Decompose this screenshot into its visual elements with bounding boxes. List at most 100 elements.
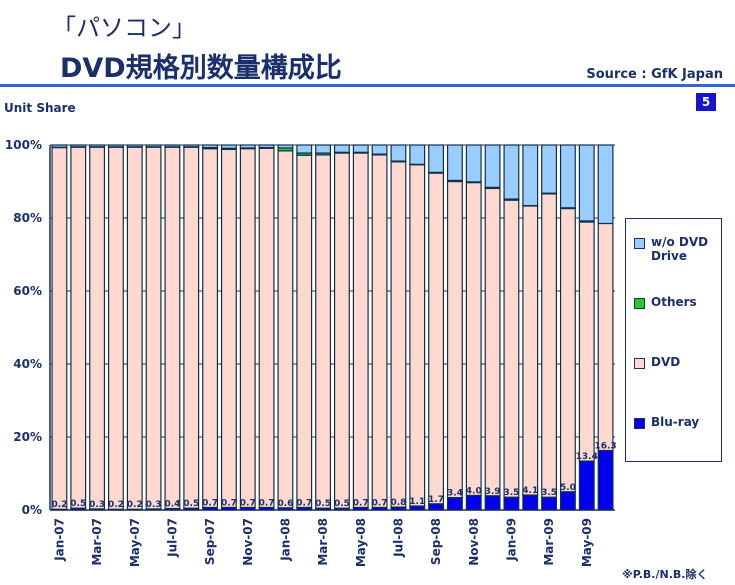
legend-label: Blu-ray — [651, 415, 700, 429]
data-label: 5.0 — [560, 483, 576, 493]
footnote: ※P.B./N.B.除く — [622, 568, 708, 581]
bar-w-o-dvd-drive — [446, 144, 463, 182]
bar-blu-ray — [503, 496, 520, 511]
data-label: 3.9 — [485, 487, 501, 497]
y-tick-label: 40% — [13, 357, 42, 371]
x-tick-label: Mar-09 — [542, 518, 556, 566]
legend-swatch — [634, 298, 645, 309]
bar-dvd — [559, 207, 576, 493]
y-tick-label: 20% — [13, 430, 42, 444]
data-label: 3.5 — [503, 488, 519, 498]
data-label: 0.6 — [277, 499, 293, 509]
data-label: 0.2 — [127, 500, 143, 510]
bar-dvd — [164, 146, 181, 510]
data-label: 0.7 — [221, 498, 237, 508]
title-divider — [0, 84, 735, 87]
bar-w-o-dvd-drive — [164, 144, 181, 148]
y-tick-label: 60% — [13, 284, 42, 298]
bar-w-o-dvd-drive — [578, 144, 595, 222]
bar-w-o-dvd-drive — [107, 144, 124, 148]
bar-blu-ray — [522, 494, 539, 511]
bar-dvd — [409, 164, 426, 507]
bar-dvd — [541, 193, 558, 498]
data-label: 1.1 — [409, 497, 425, 507]
bar-w-o-dvd-drive — [51, 144, 68, 148]
bar-w-o-dvd-drive — [202, 144, 219, 149]
bar-w-o-dvd-drive — [126, 144, 143, 148]
legend-label: w/o DVD Drive — [651, 235, 709, 263]
x-tick-label: Nov-07 — [241, 518, 255, 566]
bar-blu-ray — [559, 491, 576, 511]
data-label: 0.3 — [146, 500, 162, 510]
bar-dvd — [145, 146, 162, 510]
data-label: 0.4 — [164, 500, 180, 510]
y-tick-label: 80% — [13, 211, 42, 225]
data-label: 4.0 — [466, 486, 482, 496]
bar-blu-ray — [446, 496, 463, 511]
bar-dvd — [315, 154, 332, 509]
data-label: 0.5 — [70, 499, 86, 509]
legend-item-dvd: DVD — [634, 355, 680, 369]
bar-w-o-dvd-drive — [390, 144, 407, 162]
data-label: 16.3 — [594, 442, 616, 452]
x-tick-label: Nov-08 — [467, 518, 481, 566]
data-label: 3.5 — [541, 488, 557, 498]
data-label: 0.2 — [51, 500, 67, 510]
bar-w-o-dvd-drive — [70, 144, 87, 148]
data-label: 0.3 — [89, 500, 105, 510]
bar-blu-ray — [541, 496, 558, 511]
page-title: DVD規格別数量構成比 — [60, 53, 342, 84]
bar-dvd — [51, 146, 68, 510]
bar-dvd — [126, 146, 143, 510]
x-tick-label: May-07 — [128, 518, 142, 567]
legend-label: Others — [651, 295, 697, 309]
data-label: 0.7 — [353, 498, 369, 508]
bar-w-o-dvd-drive — [559, 144, 576, 209]
x-tick-label: Sep-08 — [429, 518, 443, 565]
unit-label: Unit Share — [4, 101, 76, 115]
title-line1: 「パソコン」 — [52, 14, 196, 42]
x-tick-label: Mar-08 — [316, 518, 330, 566]
data-label: 0.7 — [259, 498, 275, 508]
data-label: 0.5 — [315, 499, 331, 509]
data-label: 0.8 — [390, 498, 406, 508]
bar-w-o-dvd-drive — [352, 144, 369, 153]
bar-w-o-dvd-drive — [465, 144, 482, 183]
bar-dvd — [578, 221, 595, 462]
bar-w-o-dvd-drive — [522, 144, 539, 207]
legend-item-others: Others — [634, 295, 697, 309]
x-tick-label: May-08 — [354, 518, 368, 567]
data-label: 3.4 — [447, 489, 463, 499]
bar-blu-ray — [578, 460, 595, 511]
x-tick-label: Sep-07 — [203, 518, 217, 565]
bar-dvd — [296, 154, 313, 509]
bar-dvd — [220, 148, 237, 509]
bar-w-o-dvd-drive — [89, 144, 106, 148]
bar-dvd — [503, 199, 520, 498]
bar-w-o-dvd-drive — [503, 144, 520, 200]
x-tick-label: Jan-07 — [52, 518, 66, 562]
bar-w-o-dvd-drive — [371, 144, 388, 155]
x-tick-label: May-09 — [580, 518, 594, 567]
legend-item-wo-dvd: w/o DVD Drive — [634, 235, 721, 263]
bar-dvd — [446, 180, 463, 499]
bar-dvd — [352, 152, 369, 509]
bar-dvd — [107, 146, 124, 510]
x-tick-label: Jan-08 — [278, 518, 292, 562]
bar-blu-ray — [484, 495, 501, 511]
legend-label: DVD — [651, 355, 681, 369]
bar-dvd — [465, 181, 482, 496]
bar-dvd — [277, 150, 294, 509]
data-label: 0.7 — [296, 498, 312, 508]
bar-w-o-dvd-drive — [541, 144, 558, 194]
x-tick-label: Jan-09 — [504, 518, 518, 562]
bar-w-o-dvd-drive — [315, 144, 332, 154]
y-tick-label: 0% — [22, 503, 42, 517]
bar-w-o-dvd-drive — [258, 144, 275, 149]
bar-w-o-dvd-drive — [484, 144, 501, 188]
bar-dvd — [484, 187, 501, 497]
legend-swatch — [634, 418, 645, 429]
bar-w-o-dvd-drive — [183, 144, 200, 148]
data-label: 0.2 — [108, 500, 124, 510]
